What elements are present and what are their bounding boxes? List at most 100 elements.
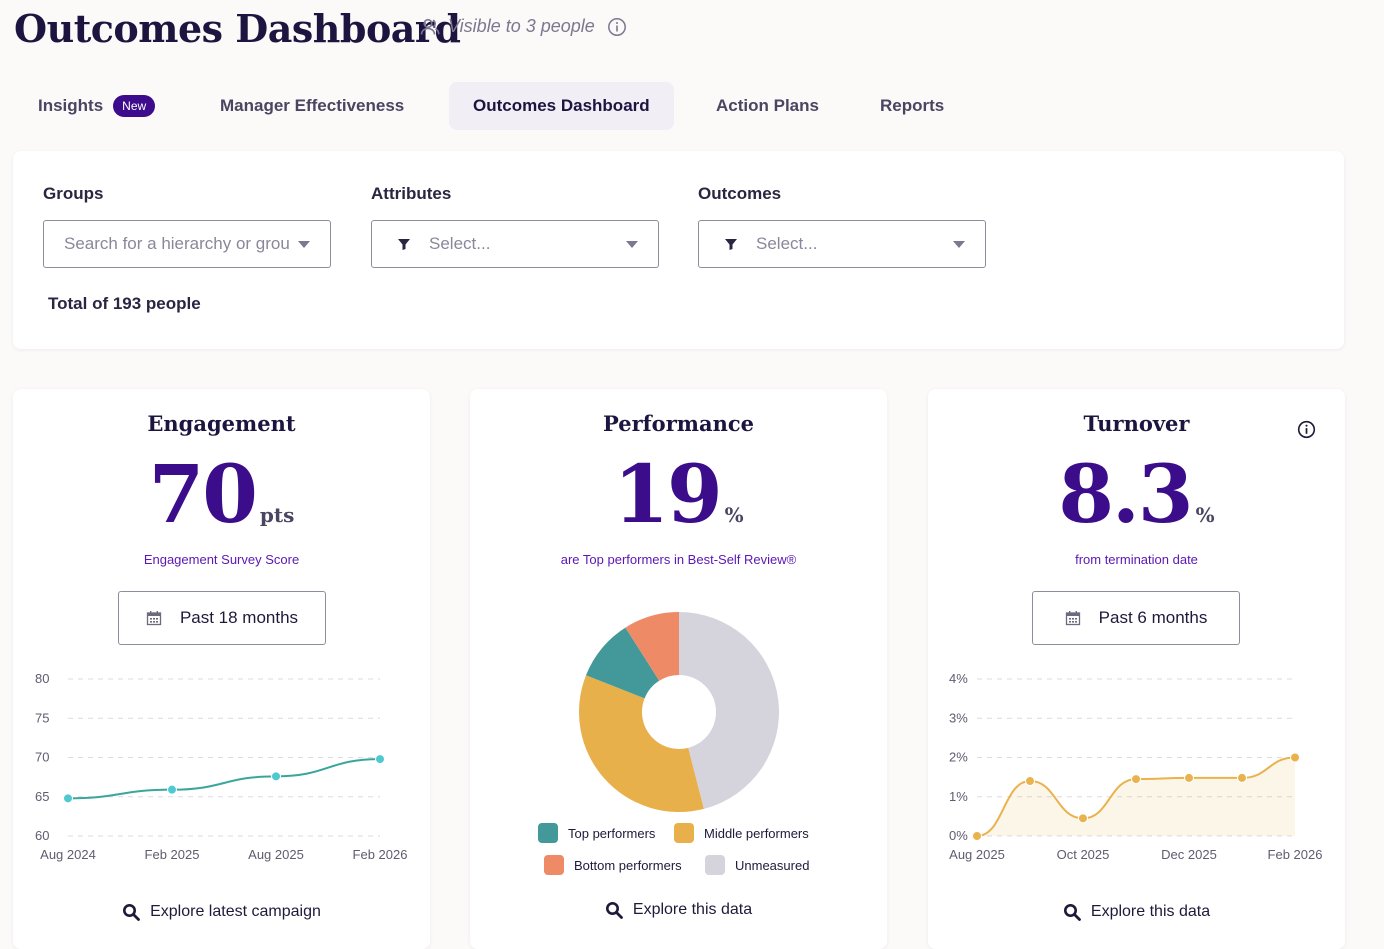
series-line bbox=[67, 758, 381, 800]
pie-slice-middle-performers bbox=[579, 675, 704, 812]
engagement-unit: pts bbox=[259, 503, 295, 527]
data-point bbox=[1131, 774, 1141, 785]
turnover-unit: % bbox=[1195, 503, 1215, 527]
people-icon bbox=[420, 18, 440, 35]
outcomes-placeholder: Select... bbox=[756, 234, 818, 253]
performance-subtitle: are Top performers in Best-Self Review® bbox=[560, 552, 797, 567]
pie-slice-bottom-performers bbox=[625, 612, 679, 681]
explore-latest-campaign-link[interactable]: Explore latest campaign bbox=[13, 903, 430, 921]
legend-middle-performers: Middle performers bbox=[674, 823, 809, 843]
explore-label: Explore latest campaign bbox=[150, 903, 321, 920]
tab-label: Manager Effectiveness bbox=[220, 96, 405, 115]
data-point bbox=[375, 754, 385, 765]
performance-value: 19% bbox=[470, 447, 887, 541]
performance-title: Performance bbox=[603, 411, 754, 436]
engagement-title: Engagement bbox=[147, 411, 296, 436]
tab-reports[interactable]: Reports bbox=[880, 82, 944, 130]
tab-label: Action Plans bbox=[716, 96, 819, 115]
x-tick-label: Feb 2026 bbox=[353, 847, 408, 862]
chevron-down-icon bbox=[953, 240, 965, 248]
total-people: Total of 193 people bbox=[48, 294, 201, 313]
info-icon[interactable] bbox=[607, 17, 627, 37]
data-point bbox=[1184, 772, 1194, 783]
engagement-card: Engagement 70 pts Engagement Survey Score… bbox=[13, 389, 430, 949]
turnover-range-button[interactable]: Past 6 months bbox=[1032, 591, 1240, 645]
chevron-down-icon bbox=[626, 240, 638, 248]
tab-label: Outcomes Dashboard bbox=[473, 96, 650, 115]
filter-panel: Groups Search for a hierarchy or group A… bbox=[13, 151, 1344, 349]
performance-donut-chart bbox=[579, 612, 779, 812]
x-tick-label: Aug 2024 bbox=[40, 847, 96, 862]
x-tick-label: Oct 2025 bbox=[1057, 847, 1110, 862]
turnover-title: Turnover bbox=[1083, 411, 1190, 436]
tab-insights[interactable]: Insights New bbox=[38, 82, 156, 130]
calendar-icon bbox=[1065, 611, 1080, 626]
new-badge: New bbox=[113, 95, 156, 117]
data-point bbox=[271, 771, 281, 782]
explore-this-data-link[interactable]: Explore this data bbox=[928, 903, 1345, 921]
y-tick-label: 70 bbox=[35, 750, 49, 765]
search-icon bbox=[1063, 904, 1081, 921]
groups-search-input[interactable]: Search for a hierarchy or group bbox=[43, 220, 331, 268]
filter-icon bbox=[725, 239, 737, 250]
explore-this-data-link[interactable]: Explore this data bbox=[470, 901, 887, 919]
y-tick-label: 1% bbox=[949, 789, 968, 804]
x-tick-label: Feb 2026 bbox=[1268, 847, 1323, 862]
turnover-range-label: Past 6 months bbox=[1098, 608, 1208, 627]
attributes-select[interactable]: Select... bbox=[371, 220, 659, 268]
legend-swatch bbox=[674, 823, 694, 843]
y-tick-label: 60 bbox=[35, 828, 49, 843]
attributes-label: Attributes bbox=[371, 184, 452, 203]
data-point bbox=[63, 793, 73, 804]
performance-card: Performance 19% are Top performers in Be… bbox=[470, 389, 887, 949]
info-icon[interactable] bbox=[1297, 420, 1316, 439]
y-tick-label: 80 bbox=[35, 671, 49, 686]
visibility-indicator[interactable]: Visible to 3 people bbox=[420, 16, 627, 37]
y-tick-label: 4% bbox=[949, 671, 968, 686]
explore-label: Explore this data bbox=[632, 901, 753, 918]
tab-manager-effectiveness[interactable]: Manager Effectiveness bbox=[220, 82, 404, 130]
outcomes-select[interactable]: Select... bbox=[698, 220, 986, 268]
visibility-text: Visible to 3 people bbox=[448, 16, 595, 36]
engagement-value: 70 pts bbox=[13, 447, 430, 541]
turnover-value: 8.3% bbox=[928, 447, 1345, 541]
x-tick-label: Aug 2025 bbox=[248, 847, 304, 862]
engagement-range-label: Past 18 months bbox=[179, 608, 299, 627]
engagement-score: 70 bbox=[148, 447, 258, 541]
area-fill bbox=[977, 757, 1295, 836]
chevron-down-icon bbox=[298, 240, 310, 248]
data-point bbox=[1025, 776, 1035, 787]
engagement-line-chart: 80 75 70 65 60 Aug 2024 Feb 2025 Aug 2025 Feb 20… bbox=[35, 671, 408, 862]
legend-label: Bottom performers bbox=[574, 857, 682, 873]
data-point bbox=[1237, 772, 1247, 783]
attributes-placeholder: Select... bbox=[429, 234, 491, 253]
pie-slice-top-performers bbox=[586, 627, 660, 699]
tab-outcomes-dashboard[interactable]: Outcomes Dashboard bbox=[449, 82, 674, 130]
legend-swatch bbox=[705, 855, 725, 875]
tab-action-plans[interactable]: Action Plans bbox=[716, 82, 819, 130]
turnover-card: Turnover 8.3% from termination date Past… bbox=[928, 389, 1345, 949]
x-tick-label: Feb 2025 bbox=[145, 847, 200, 862]
engagement-range-button[interactable]: Past 18 months bbox=[118, 591, 326, 645]
y-tick-label: 0% bbox=[949, 828, 968, 843]
legend-label: Unmeasured bbox=[735, 857, 810, 873]
legend-top-performers: Top performers bbox=[538, 823, 655, 843]
performance-unit: % bbox=[724, 503, 744, 527]
turnover-score: 8.3 bbox=[1058, 447, 1193, 541]
outcomes-label: Outcomes bbox=[698, 184, 782, 203]
legend-swatch bbox=[538, 823, 558, 843]
y-tick-label: 75 bbox=[35, 710, 49, 725]
pie-slice-unmeasured bbox=[679, 612, 779, 809]
data-point bbox=[972, 831, 982, 841]
filter-icon bbox=[398, 239, 410, 250]
page-title: Outcomes Dashboard bbox=[14, 6, 461, 51]
search-icon bbox=[123, 904, 141, 921]
tab-label: Insights bbox=[38, 96, 104, 115]
turnover-subtitle: from termination date bbox=[1075, 552, 1198, 567]
data-point bbox=[1078, 813, 1088, 824]
data-point bbox=[167, 784, 177, 795]
x-tick-label: Aug 2025 bbox=[949, 847, 1005, 862]
legend-unmeasured: Unmeasured bbox=[705, 855, 809, 875]
legend-label: Middle performers bbox=[704, 825, 809, 841]
search-icon bbox=[605, 902, 623, 919]
